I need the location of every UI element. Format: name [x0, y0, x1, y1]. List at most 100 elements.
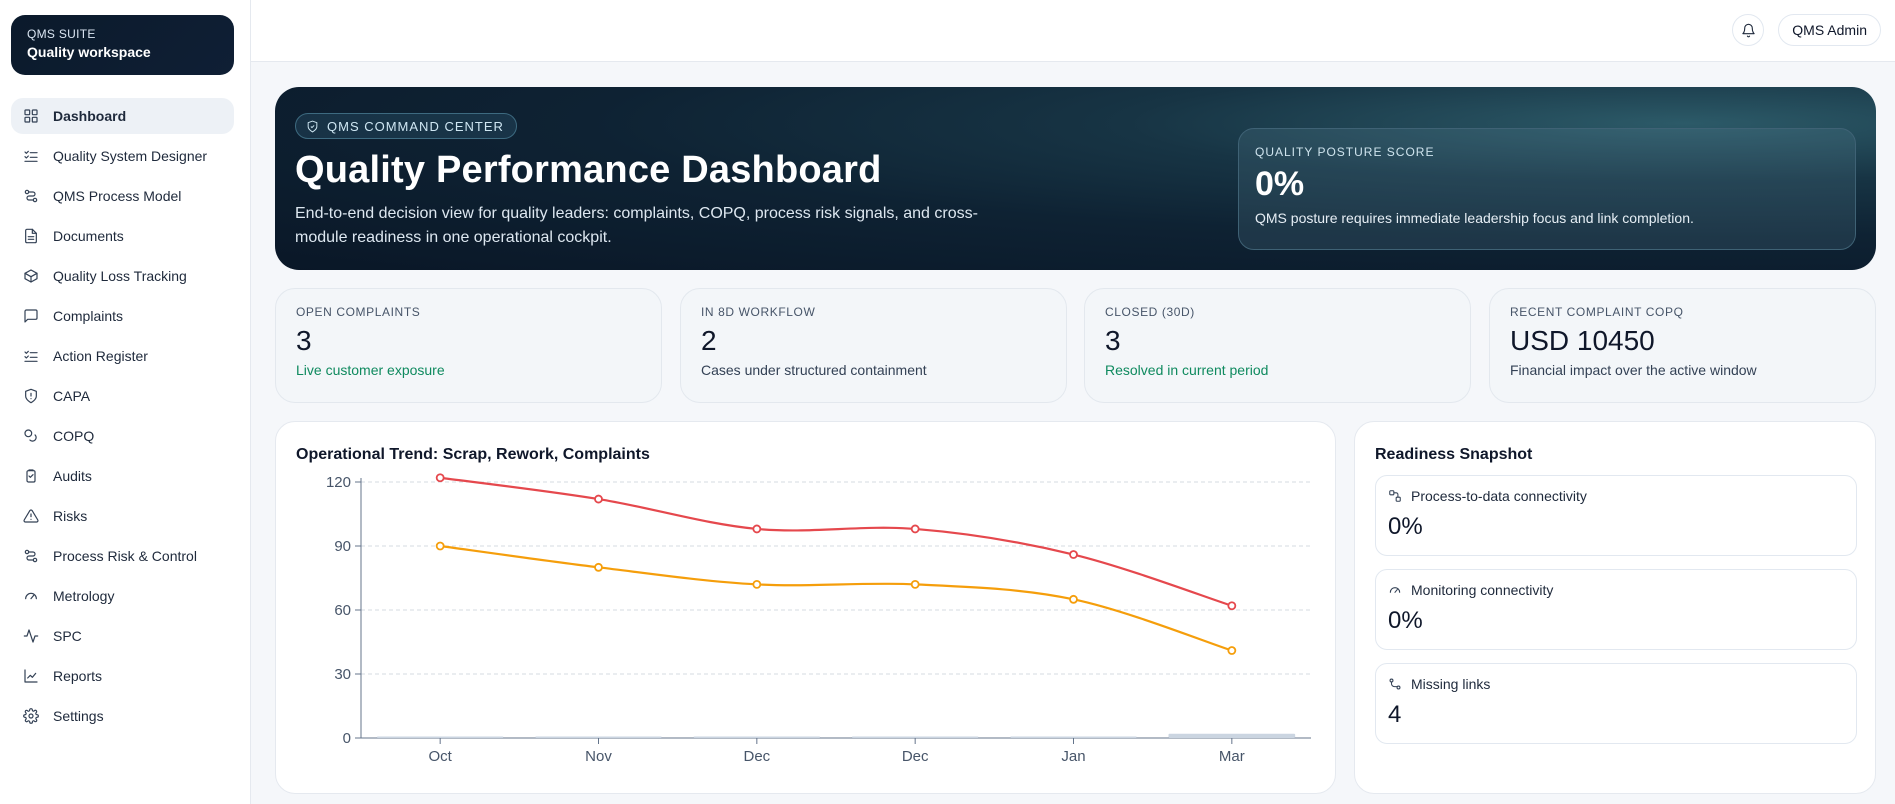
kpi-subtext: Live customer exposure [296, 362, 445, 378]
sidebar-item-label: Process Risk & Control [53, 548, 197, 564]
series-line [440, 476, 1233, 607]
readiness-value: 0% [1388, 513, 1423, 540]
y-tick-label: 120 [326, 474, 351, 491]
user-menu-button[interactable]: QMS Admin [1778, 14, 1881, 46]
y-tick-label: 90 [334, 538, 351, 555]
message-icon [23, 308, 39, 324]
sidebar-item-label: Risks [53, 508, 88, 524]
posture-value: 0% [1255, 165, 1305, 203]
warning-icon [23, 508, 39, 524]
data-point [1069, 550, 1078, 559]
bar-mark [851, 736, 979, 738]
kpi-label: CLOSED (30D) [1105, 305, 1195, 319]
y-tick-label: 0 [343, 730, 351, 747]
data-point [910, 524, 920, 534]
sidebar-item-qms-process-model[interactable]: QMS Process Model [11, 178, 234, 214]
x-tick-label: Nov [585, 748, 612, 765]
sidebar-item-label: Settings [53, 708, 104, 724]
route-icon [1388, 489, 1411, 503]
activity-icon [23, 628, 39, 644]
data-point [435, 473, 445, 483]
route-icon [23, 548, 39, 564]
workspace-name: Quality workspace [27, 44, 151, 60]
page-description: End-to-end decision view for quality lea… [295, 205, 978, 246]
sidebar-item-label: CAPA [53, 388, 91, 404]
kpi-card-closed-30d[interactable]: CLOSED (30D) 3 Resolved in current perio… [1084, 288, 1471, 403]
sidebar-item-label: Quality System Designer [53, 148, 208, 164]
sidebar-item-reports[interactable]: Reports [11, 658, 234, 694]
command-center-badge: QMS COMMAND CENTER [295, 113, 517, 139]
document-icon [23, 228, 39, 244]
sidebar-item-capa[interactable]: CAPA [11, 378, 234, 414]
readiness-label: Missing links [1411, 676, 1491, 692]
bar-mark [693, 736, 821, 738]
bar-mark [535, 736, 662, 738]
readiness-value: 0% [1388, 607, 1423, 634]
sidebar-item-dashboard[interactable]: Dashboard [11, 98, 234, 134]
sidebar-item-spc[interactable]: SPC [11, 618, 234, 654]
readiness-value: 4 [1388, 701, 1402, 728]
readiness-item-monitoring-connectivity[interactable]: Monitoring connectivity 0% [1375, 569, 1857, 650]
bell-icon [1741, 23, 1756, 38]
sidebar-item-label: Reports [53, 668, 103, 684]
sidebar-item-label: SPC [53, 628, 82, 644]
kpi-card-complaint-copq[interactable]: RECENT COMPLAINT COPQ USD 10450 Financia… [1489, 288, 1876, 403]
bar-mark [1168, 733, 1296, 738]
sidebar-item-metrology[interactable]: Metrology [11, 578, 234, 614]
kpi-value: USD 10450 [1510, 325, 1655, 356]
workspace-switcher[interactable]: QMS SUITE Quality workspace [11, 15, 234, 75]
data-point [594, 494, 603, 504]
readiness-label: Process-to-data connectivity [1411, 488, 1587, 504]
sidebar: QMS SUITE Quality workspace Dashboard Qua… [0, 0, 251, 804]
kpi-label: RECENT COMPLAINT COPQ [1510, 305, 1684, 319]
readiness-item-process-connectivity[interactable]: Process-to-data connectivity 0% [1375, 475, 1857, 556]
x-tick-label: Oct [428, 748, 452, 765]
sidebar-item-documents[interactable]: Documents [11, 218, 234, 254]
sidebar-item-settings[interactable]: Settings [11, 698, 234, 734]
gear-icon [23, 708, 39, 724]
x-tick-label: Jan [1061, 748, 1085, 765]
line-chart-icon [23, 668, 39, 684]
sidebar-item-process-risk-control[interactable]: Process Risk & Control [11, 538, 234, 574]
gauge-icon [23, 588, 39, 604]
kpi-subtext: Financial impact over the active window [1510, 362, 1757, 378]
sidebar-item-label: Documents [53, 228, 124, 244]
sidebar-nav: Dashboard Quality System Designer QMS Proc… [11, 98, 234, 738]
x-tick-label: Mar [1219, 748, 1245, 765]
data-point [1227, 646, 1237, 655]
sidebar-item-quality-system-designer[interactable]: Quality System Designer [11, 138, 234, 174]
kpi-card-8d-workflow[interactable]: IN 8D WORKFLOW 2 Cases under structured … [680, 288, 1067, 403]
coins-icon [23, 428, 39, 444]
posture-note: QMS posture requires immediate leadershi… [1255, 210, 1694, 226]
kpi-card-open-complaints[interactable]: OPEN COMPLAINTS 3 Live customer exposure [275, 288, 662, 403]
sidebar-item-complaints[interactable]: Complaints [11, 298, 234, 334]
readiness-snapshot-card: Readiness Snapshot Process-to-data conne… [1354, 421, 1876, 794]
kpi-subtext: Resolved in current period [1105, 362, 1269, 378]
data-point [752, 579, 762, 589]
hero-banner: QMS COMMAND CENTER Quality Performance D… [275, 87, 1876, 270]
sidebar-item-label: Metrology [53, 588, 115, 604]
checklist-icon [23, 348, 39, 364]
gauge-icon [1388, 583, 1411, 597]
quality-posture-card: QUALITY POSTURE SCORE 0% QMS posture req… [1238, 128, 1856, 250]
link-icon [1388, 677, 1411, 691]
brand-eyebrow: QMS SUITE [27, 27, 96, 41]
shield-check-icon [306, 120, 327, 133]
sidebar-item-action-register[interactable]: Action Register [11, 338, 234, 374]
sidebar-item-risks[interactable]: Risks [11, 498, 234, 534]
kpi-value: 2 [701, 325, 717, 356]
data-point [1069, 594, 1078, 604]
sidebar-item-label: Audits [53, 468, 92, 484]
clipboard-icon [23, 468, 39, 484]
bar-mark [1010, 736, 1137, 738]
route-icon [23, 188, 39, 204]
sidebar-item-quality-loss-tracking[interactable]: Quality Loss Tracking [11, 258, 234, 294]
notifications-button[interactable] [1732, 14, 1764, 46]
data-point [435, 541, 445, 551]
readiness-title: Readiness Snapshot [1375, 446, 1533, 463]
sidebar-item-copq[interactable]: COPQ [11, 418, 234, 454]
sidebar-item-audits[interactable]: Audits [11, 458, 234, 494]
sidebar-item-label: COPQ [53, 428, 95, 444]
operational-trend-chart[interactable]: 0 30 60 90 120 Oct Nov Dec Dec Jan Mar [276, 422, 1337, 795]
readiness-item-missing-links[interactable]: Missing links 4 [1375, 663, 1857, 744]
